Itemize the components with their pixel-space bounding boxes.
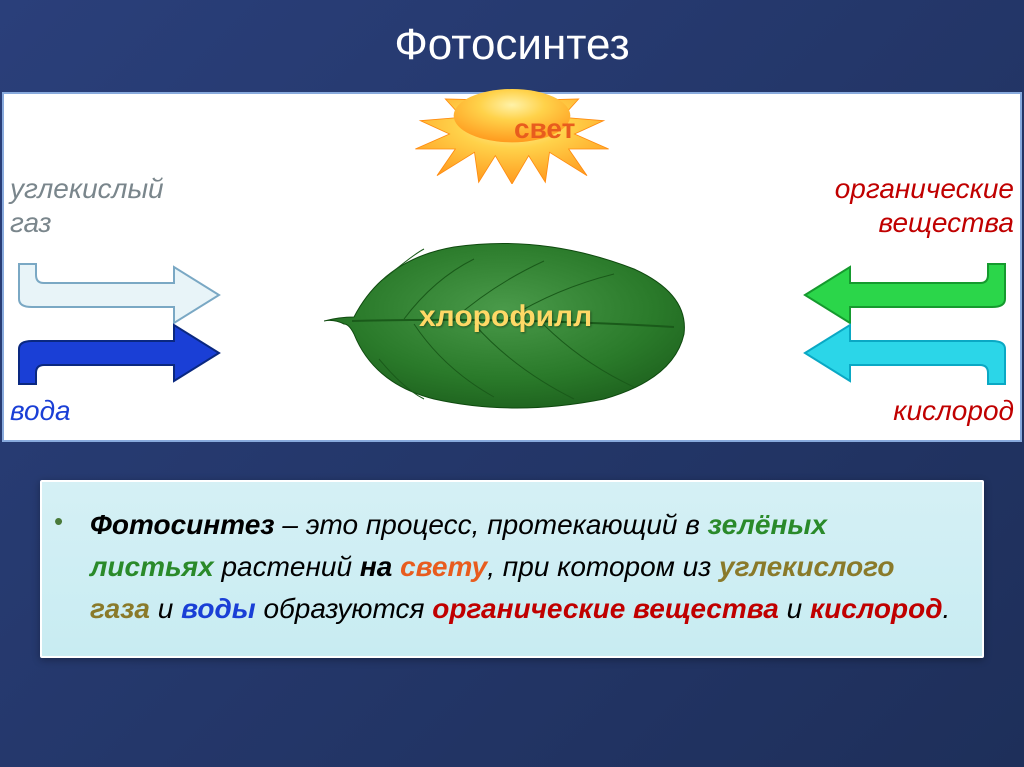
co2-label-line1: углекислый xyxy=(10,173,164,204)
water-arrow-icon xyxy=(14,319,224,389)
bullet-icon: • xyxy=(54,506,63,537)
slide-title: Фотосинтез xyxy=(0,0,1024,85)
light-label: свет xyxy=(514,112,575,146)
definition-panel: • Фотосинтез – это процесс, протекающий … xyxy=(40,480,984,658)
co2-label: углекислый газ xyxy=(10,172,164,239)
definition-text: Фотосинтез – это процесс, протекающий в … xyxy=(90,504,954,630)
organics-label-line1: органические xyxy=(835,173,1014,204)
diagram-panel: свет хлорофилл углеки xyxy=(2,92,1022,442)
water-label: вода xyxy=(10,394,71,428)
chlorophyll-label: хлорофилл xyxy=(419,299,592,335)
organics-label-line2: вещества xyxy=(878,207,1014,238)
organics-label: органические вещества xyxy=(835,172,1014,239)
oxygen-label: кислород xyxy=(893,394,1014,428)
sun-icon xyxy=(372,84,652,184)
co2-label-line2: газ xyxy=(10,207,51,238)
oxygen-arrow-icon xyxy=(800,319,1010,389)
